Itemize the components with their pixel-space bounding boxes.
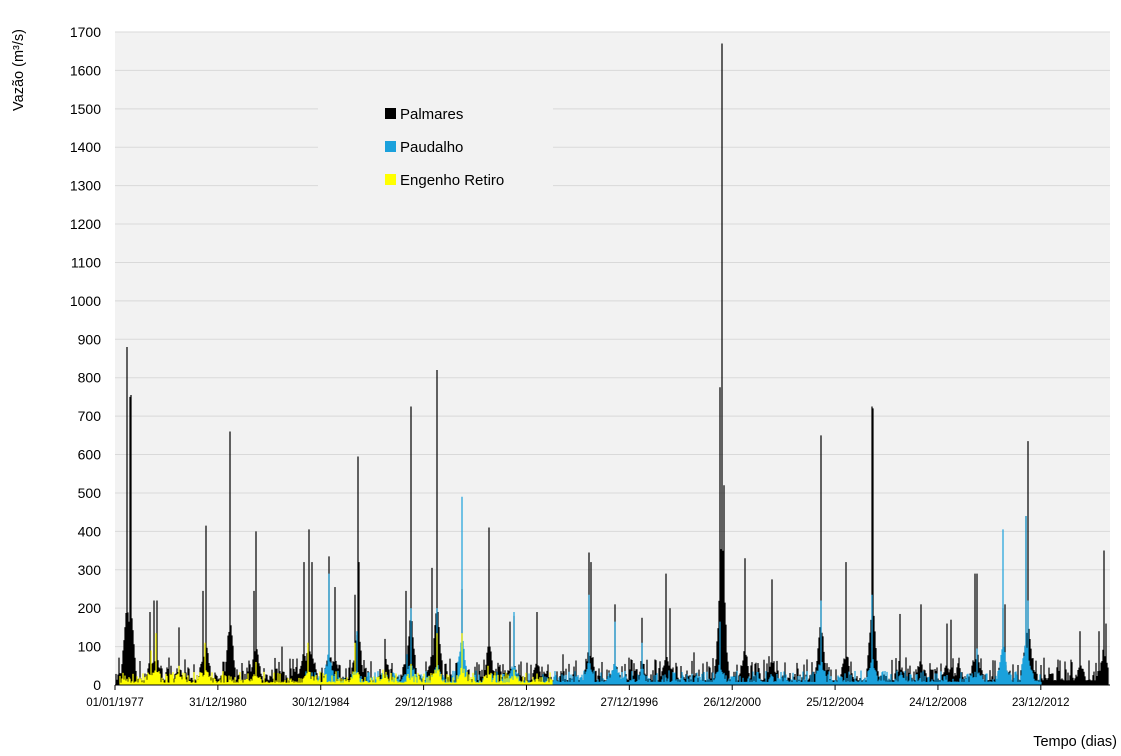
x-tick-label: 01/01/1977 (86, 697, 144, 709)
y-tick-label: 1000 (70, 293, 101, 309)
x-tick-label: 26/12/2000 (703, 697, 761, 709)
y-tick-label: 800 (78, 370, 102, 386)
legend-swatch-paudalho (385, 141, 396, 152)
y-tick-label: 1700 (70, 24, 101, 40)
x-axis-title: Tempo (dias) (1033, 734, 1117, 750)
x-tick-label: 29/12/1988 (395, 697, 453, 709)
y-tick-label: 1300 (70, 178, 101, 194)
legend-label-paudalho: Paudalho (400, 139, 463, 156)
y-tick-label: 200 (78, 600, 102, 616)
x-tick-label: 28/12/1992 (498, 697, 556, 709)
y-tick-label: 500 (78, 485, 102, 501)
plot-area: 01/01/1977 31/12/1980 30/12/1984 29/12/1988… (70, 24, 1110, 709)
legend-label-palmares: Palmares (400, 106, 463, 123)
legend-swatch-engenho-retiro (385, 174, 396, 185)
legend-label-engenho-retiro: Engenho Retiro (400, 172, 504, 189)
series-layer (115, 43, 1109, 685)
y-tick-label: 1200 (70, 216, 101, 232)
y-tick-label: 1500 (70, 101, 101, 117)
legend: Palmares Paudalho Engenho Retiro (318, 96, 553, 194)
y-tick-label: 1600 (70, 62, 101, 78)
legend-background (318, 96, 553, 194)
y-tick-label: 1100 (71, 254, 101, 270)
x-tick-label: 30/12/1984 (292, 697, 350, 709)
legend-swatch-palmares (385, 108, 396, 119)
y-tick-label: 400 (78, 523, 102, 539)
y-tick-label: 300 (78, 562, 102, 578)
y-ticks: 0 100 200 300 400 500 600 700 800 900 1000 1100 1200… (70, 24, 101, 693)
x-tick-label: 23/12/2012 (1012, 697, 1070, 709)
x-tick-label: 27/12/1996 (601, 697, 659, 709)
y-tick-label: 1400 (70, 139, 101, 155)
y-tick-label: 700 (78, 408, 102, 424)
series-engenho-retiro (119, 633, 553, 685)
x-tick-label: 24/12/2008 (909, 697, 967, 709)
x-tick-label: 25/12/2004 (806, 697, 864, 709)
y-tick-label: 0 (93, 677, 101, 693)
y-tick-label: 100 (78, 639, 102, 655)
y-tick-label: 600 (78, 447, 102, 463)
y-tick-label: 900 (78, 331, 102, 347)
x-ticks: 01/01/1977 31/12/1980 30/12/1984 29/12/1988… (86, 685, 1070, 709)
x-tick-label: 31/12/1980 (189, 697, 247, 709)
y-axis-title: Vazão (m³/s) (11, 29, 27, 111)
gridlines (115, 31, 1110, 648)
plot-background (115, 32, 1110, 685)
